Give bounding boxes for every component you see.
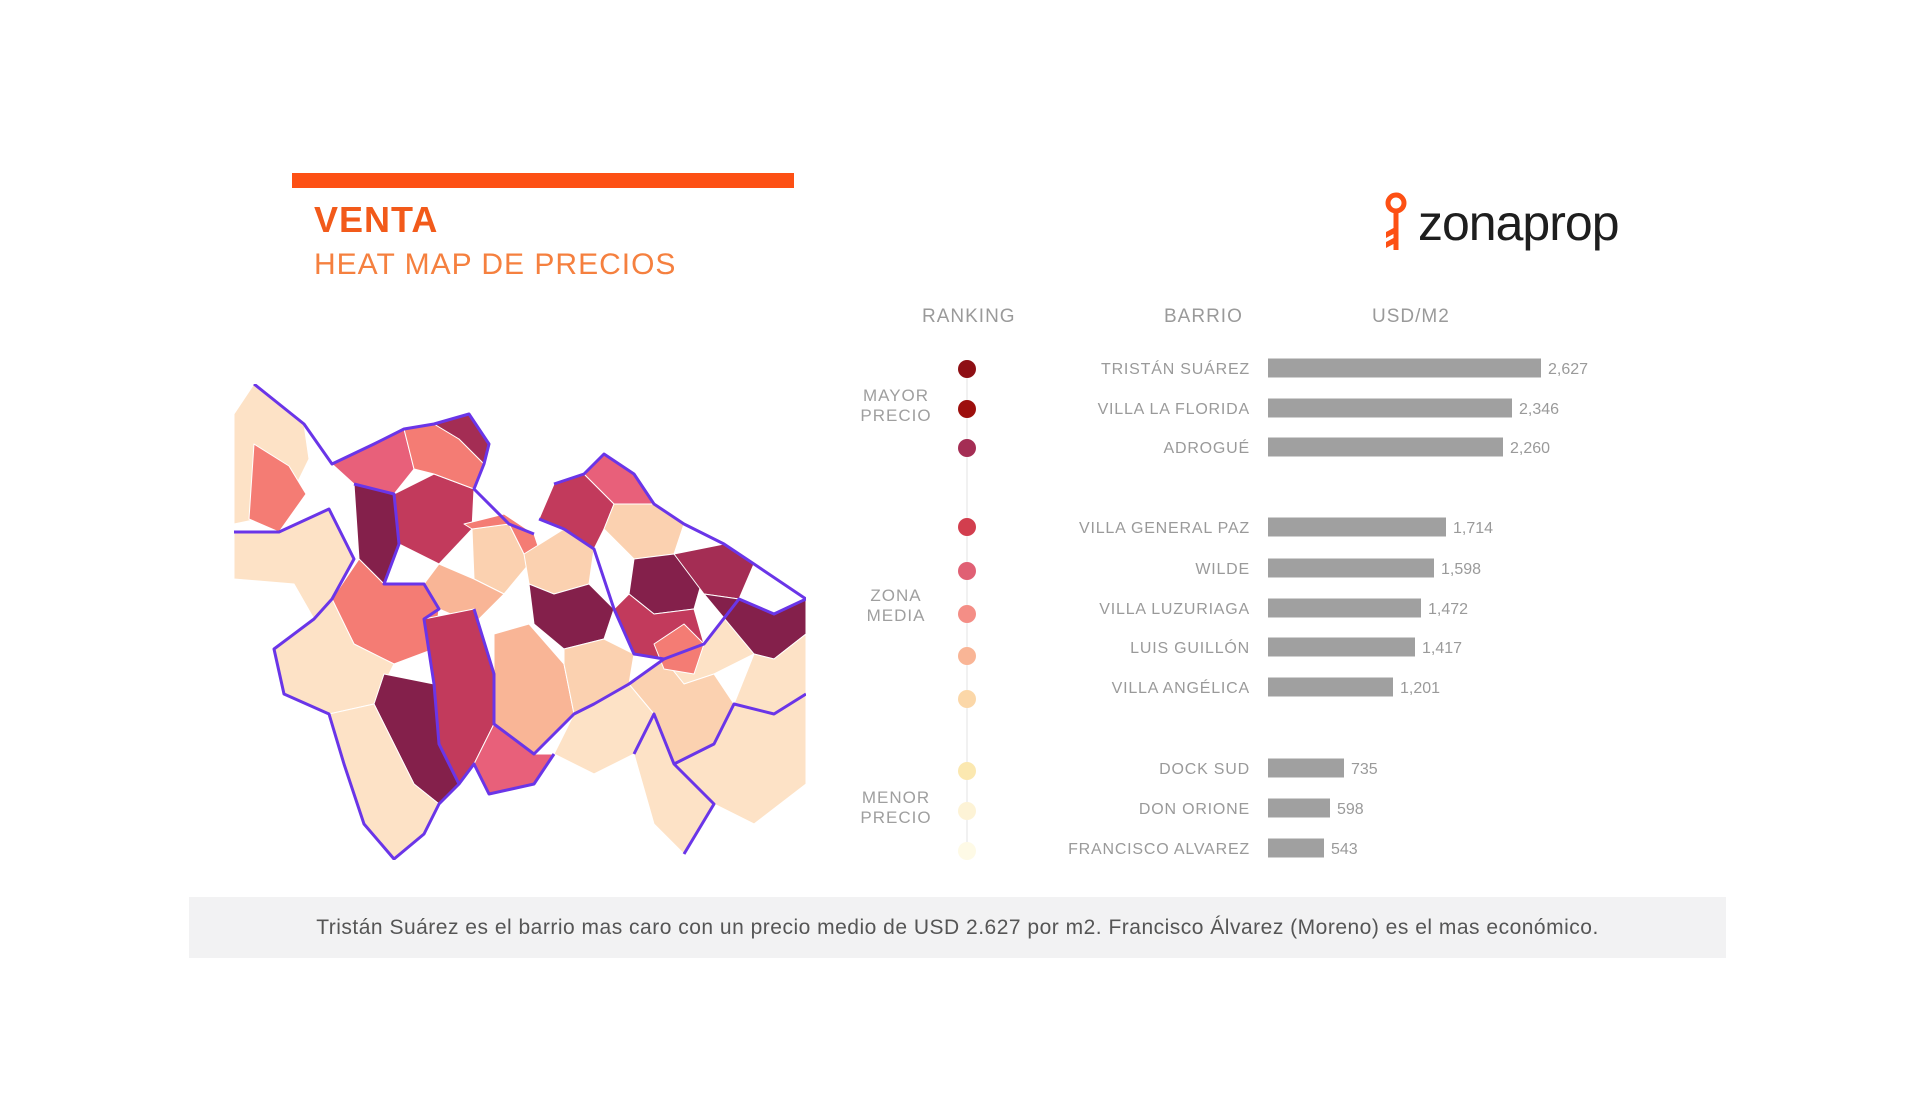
price-bar <box>1268 758 1344 778</box>
barrio-label: LUIS GUILLÓN <box>1130 638 1250 657</box>
rank-dot <box>958 647 976 665</box>
price-bar <box>1268 437 1503 457</box>
ranking-header: RANKING <box>922 306 1016 327</box>
barrio-header: BARRIO <box>1164 306 1243 327</box>
group-label-mayor-line2: PRECIO <box>860 406 932 425</box>
page-subtitle: HEAT MAP DE PRECIOS <box>314 248 677 281</box>
zonaprop-logo: zonaprop <box>1382 192 1619 254</box>
footer-text: Tristán Suárez es el barrio mas caro con… <box>316 916 1599 939</box>
barrio-label: VILLA GENERAL PAZ <box>1079 520 1250 537</box>
rank-dot <box>958 360 976 378</box>
rank-dot <box>958 400 976 418</box>
price-value-label: 1,714 <box>1453 520 1493 537</box>
rank-dot <box>958 762 976 780</box>
price-bar <box>1268 598 1421 618</box>
key-icon <box>1385 192 1407 250</box>
barrio-label: VILLA LUZURIAGA <box>1099 601 1250 618</box>
price-bar <box>1268 398 1512 418</box>
rank-dot <box>958 439 976 457</box>
usd-m2-header: USD/M2 <box>1372 306 1450 327</box>
rank-dot <box>958 605 976 623</box>
rank-dot <box>958 690 976 708</box>
rank-dot <box>958 802 976 820</box>
group-label-media-line2: MEDIA <box>866 606 926 625</box>
group-label-mayor-line1: MAYOR <box>862 386 930 405</box>
barrio-label: ADROGUÉ <box>1164 438 1251 457</box>
group-label-mayor: MAYOR PRECIO <box>855 386 937 426</box>
price-bar <box>1268 358 1541 378</box>
group-label-menor: MENOR PRECIO <box>855 788 937 828</box>
logo-text: zonaprop <box>1418 195 1619 251</box>
price-bar <box>1268 677 1393 697</box>
group-label-media: ZONA MEDIA <box>855 586 937 626</box>
price-value-label: 735 <box>1351 761 1378 778</box>
group-label-menor-line1: MENOR <box>861 788 931 807</box>
barrio-label: VILLA LA FLORIDA <box>1098 401 1250 418</box>
barrio-label: WILDE <box>1195 561 1250 578</box>
page-title: VENTA <box>314 199 439 240</box>
rank-dot <box>958 518 976 536</box>
price-bar <box>1268 838 1324 858</box>
price-value-label: 543 <box>1331 841 1358 858</box>
rank-dot <box>958 842 976 860</box>
barrio-label: VILLA ANGÉLICA <box>1112 678 1250 697</box>
price-value-label: 1,201 <box>1400 680 1440 697</box>
group-label-menor-line2: PRECIO <box>860 808 932 827</box>
price-bar <box>1268 798 1330 818</box>
price-value-label: 2,260 <box>1510 440 1550 457</box>
price-bar <box>1268 517 1446 537</box>
price-value-label: 1,417 <box>1422 640 1462 657</box>
price-value-label: 2,346 <box>1519 401 1559 418</box>
price-value-label: 598 <box>1337 801 1364 818</box>
group-label-media-line1: ZONA <box>870 586 922 605</box>
barrio-label: FRANCISCO ALVAREZ <box>1068 841 1250 858</box>
price-bar <box>1268 637 1415 657</box>
footer-note: Tristán Suárez es el barrio mas caro con… <box>189 897 1726 958</box>
price-value-label: 2,627 <box>1548 361 1588 378</box>
price-value-label: 1,472 <box>1428 601 1468 618</box>
rank-dot <box>958 562 976 580</box>
price-value-label: 1,598 <box>1441 561 1481 578</box>
barrio-label: DOCK SUD <box>1159 761 1250 778</box>
barrio-label: TRISTÁN SUÁREZ <box>1101 359 1250 378</box>
heat-map <box>234 384 806 860</box>
accent-bar <box>292 173 794 188</box>
barrio-label: DON ORIONE <box>1139 801 1250 818</box>
price-bar <box>1268 558 1434 578</box>
